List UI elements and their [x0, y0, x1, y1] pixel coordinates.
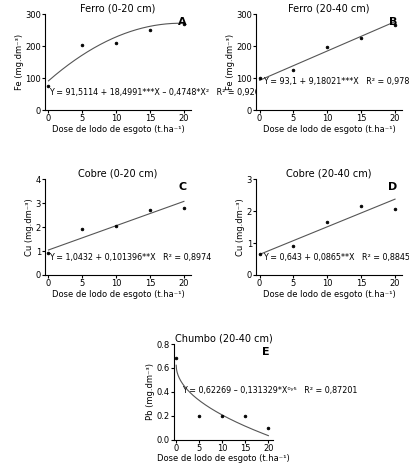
- Y-axis label: Fe (mg.dm⁻³): Fe (mg.dm⁻³): [15, 34, 24, 90]
- Text: B: B: [388, 17, 396, 27]
- Title: Cobre (0-20 cm): Cobre (0-20 cm): [78, 168, 157, 178]
- Text: Y = 1,0432 + 0,101396**X   R² = 0,8974: Y = 1,0432 + 0,101396**X R² = 0,8974: [49, 253, 211, 262]
- Text: E: E: [262, 347, 270, 357]
- Text: Y = 0,643 + 0,0865**X   R² = 0,88455: Y = 0,643 + 0,0865**X R² = 0,88455: [263, 253, 409, 262]
- X-axis label: Dose de lodo de esgoto (t.ha⁻¹): Dose de lodo de esgoto (t.ha⁻¹): [52, 289, 184, 298]
- Text: C: C: [178, 182, 186, 192]
- Y-axis label: Cu (mg.dm⁻³): Cu (mg.dm⁻³): [236, 198, 245, 256]
- Title: Ferro (0-20 cm): Ferro (0-20 cm): [80, 3, 155, 13]
- Title: Ferro (20-40 cm): Ferro (20-40 cm): [288, 3, 369, 13]
- Y-axis label: Fe (mg.dm⁻³): Fe (mg.dm⁻³): [225, 34, 234, 90]
- X-axis label: Dose de lodo de esgoto (t.ha⁻¹): Dose de lodo de esgoto (t.ha⁻¹): [52, 124, 184, 134]
- Text: D: D: [387, 182, 396, 192]
- Text: Y = 93,1 + 9,18021***X   R² = 0,97841: Y = 93,1 + 9,18021***X R² = 0,97841: [263, 77, 409, 86]
- X-axis label: Dose de lodo de esgoto (t.ha⁻¹): Dose de lodo de esgoto (t.ha⁻¹): [262, 124, 394, 134]
- X-axis label: Dose de lodo de esgoto (t.ha⁻¹): Dose de lodo de esgoto (t.ha⁻¹): [262, 289, 394, 298]
- Title: Cobre (20-40 cm): Cobre (20-40 cm): [285, 168, 371, 178]
- Text: Y = 91,5114 + 18,4991***X – 0,4748*X²   R² = 0,9263: Y = 91,5114 + 18,4991***X – 0,4748*X² R²…: [49, 88, 265, 97]
- Text: Y = 0,62269 – 0,131329*X⁰ʸ⁵   R² = 0,87201: Y = 0,62269 – 0,131329*X⁰ʸ⁵ R² = 0,87201: [181, 385, 356, 394]
- Title: Chumbo (20-40 cm): Chumbo (20-40 cm): [174, 333, 272, 343]
- Text: A: A: [177, 17, 186, 27]
- Y-axis label: Cu (mg.dm⁻³): Cu (mg.dm⁻³): [25, 198, 34, 256]
- X-axis label: Dose de lodo de esgoto (t.ha⁻¹): Dose de lodo de esgoto (t.ha⁻¹): [157, 455, 289, 464]
- Y-axis label: Pb (mg.dm⁻³): Pb (mg.dm⁻³): [146, 363, 155, 420]
